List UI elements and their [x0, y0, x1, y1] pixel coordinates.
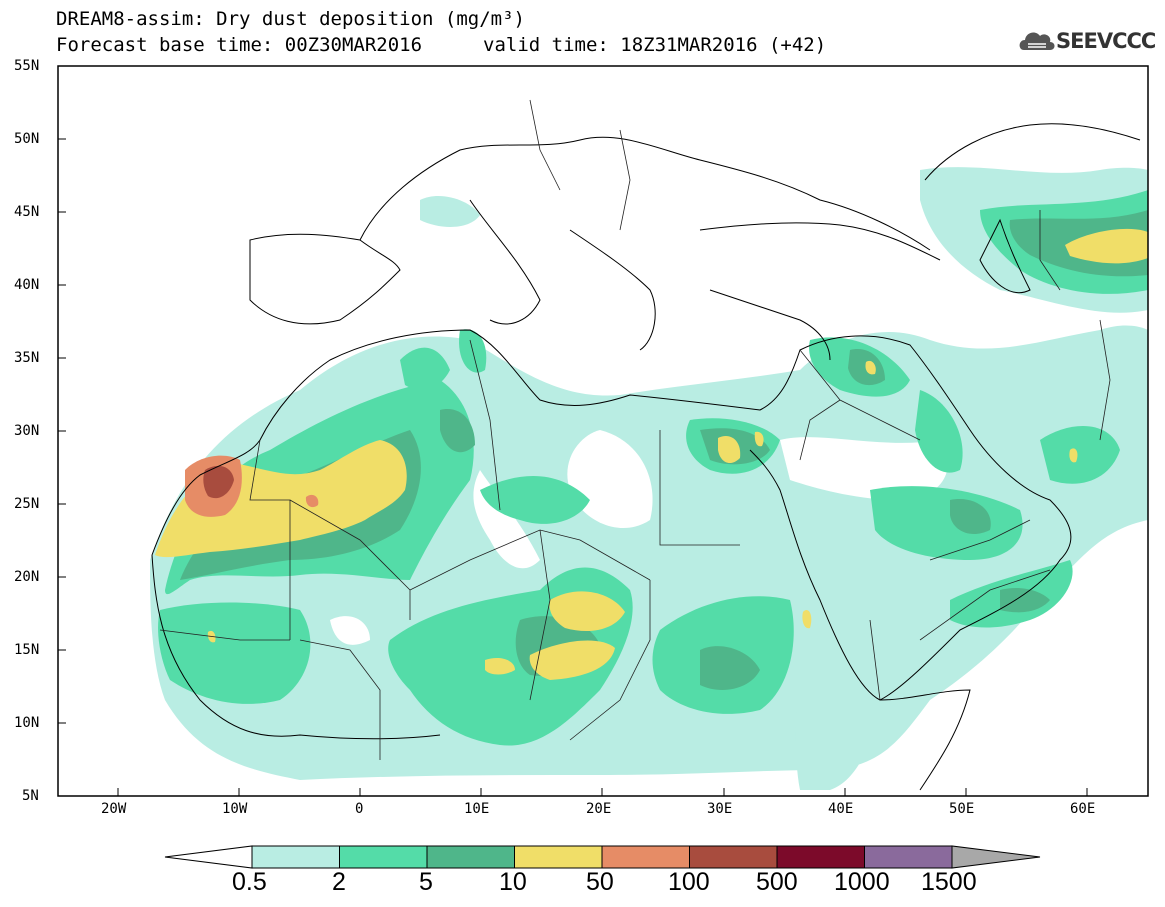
colorbar-label: 100 — [668, 868, 710, 896]
lon-label: 50E — [949, 801, 975, 817]
map-title: DREAM8-assim: Dry dust deposition (mg/m³… — [56, 8, 525, 30]
valid-time: valid time: 18Z31MAR2016 (+42) — [483, 34, 827, 56]
lon-ticks — [117, 788, 1088, 796]
colorbar-label: 1500 — [921, 868, 977, 896]
lon-label: 10E — [464, 801, 490, 817]
lat-label: 40N — [14, 277, 40, 293]
coastlines — [151, 123, 1141, 791]
lat-label: 30N — [14, 423, 40, 439]
lat-label: 5N — [22, 788, 39, 804]
lon-label: 20W — [101, 801, 127, 817]
lat-label: 55N — [14, 58, 40, 74]
lon-label: 60E — [1070, 801, 1096, 817]
logo-text: SEEVCCC — [1056, 29, 1156, 53]
lon-label: 40E — [828, 801, 854, 817]
lat-label: 15N — [14, 642, 40, 658]
lon-label: 10W — [222, 801, 248, 817]
lat-label: 10N — [14, 715, 40, 731]
country-borders — [159, 99, 1111, 760]
cloud-icon — [1019, 32, 1055, 50]
seevccc-logo — [1019, 32, 1055, 50]
lat-label: 50N — [14, 131, 40, 147]
colorbar-label: 5 — [419, 868, 433, 896]
lon-label: 0 — [355, 801, 364, 817]
lat-label: 35N — [14, 350, 40, 366]
forecast-base-time: Forecast base time: 00Z30MAR2016 — [56, 34, 423, 56]
lat-label: 45N — [14, 204, 40, 220]
colorbar-label: 10 — [499, 868, 527, 896]
colorbar-label: 50 — [586, 868, 614, 896]
lon-label: 20E — [586, 801, 612, 817]
lat-label: 20N — [14, 569, 40, 585]
lat-label: 25N — [14, 496, 40, 512]
deposition-field — [150, 167, 1148, 790]
colorbar-label: 500 — [756, 868, 798, 896]
colorbar-label: 1000 — [834, 868, 890, 896]
lon-label: 30E — [707, 801, 733, 817]
lat-ticks — [58, 65, 66, 724]
colorbar-label: 2 — [332, 868, 346, 896]
colorbar-label: 0.5 — [232, 868, 267, 896]
